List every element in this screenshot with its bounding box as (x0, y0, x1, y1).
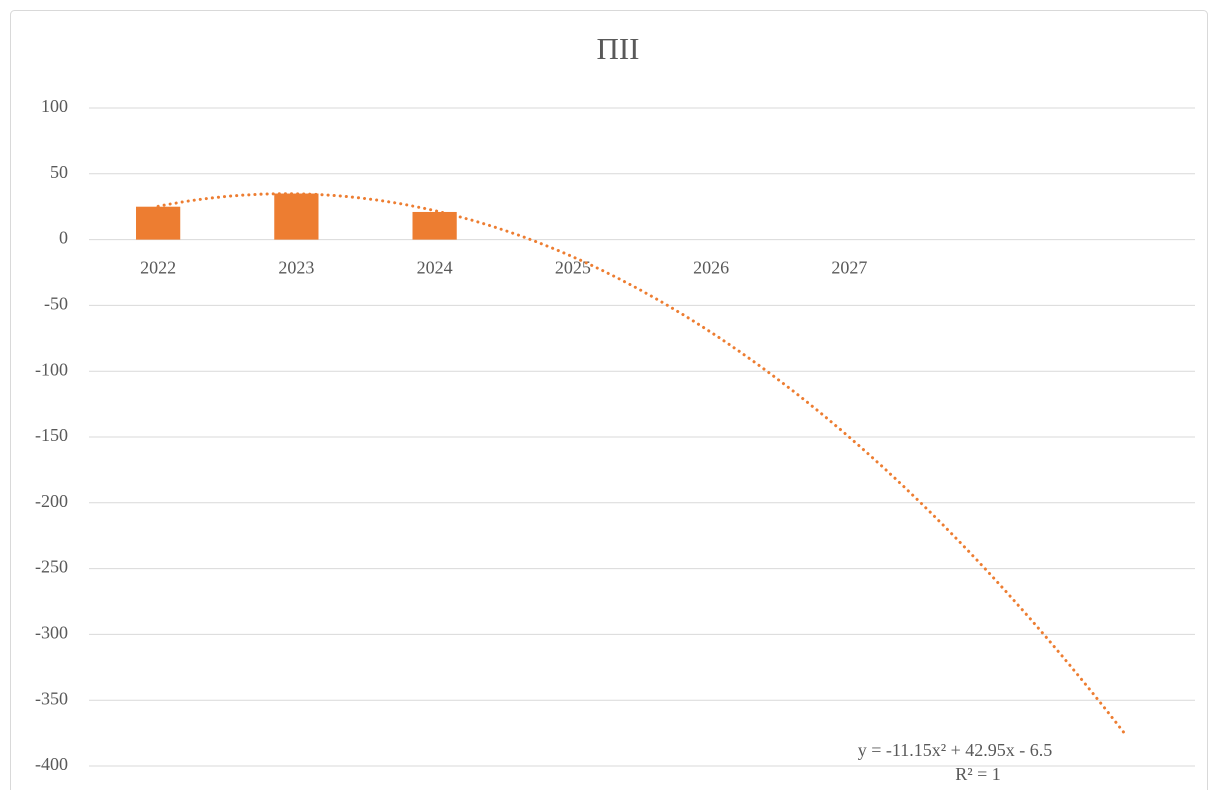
chart-frame (10, 10, 1208, 790)
y-tick-label: -200 (35, 491, 68, 511)
y-tick-label: 0 (59, 228, 68, 248)
y-tick-label: -100 (35, 359, 68, 379)
chart-title: ПІІ (596, 31, 639, 66)
bar (412, 211, 457, 240)
x-tick-label: 2023 (278, 258, 314, 278)
y-tick-label: -300 (35, 623, 68, 643)
y-tick-label: -250 (35, 557, 68, 577)
y-tick-label: -50 (44, 294, 68, 314)
x-tick-label: 2025 (555, 258, 591, 278)
trendline-r-squared: R² = 1 (955, 764, 1001, 784)
bar (136, 206, 181, 240)
y-tick-label: 50 (50, 162, 68, 182)
y-tick-label: -150 (35, 425, 68, 445)
y-tick-label: -350 (35, 688, 68, 708)
y-tick-label: -400 (35, 754, 68, 774)
bar (274, 193, 319, 240)
trendline-equation: y = -11.15x² + 42.95x - 6.5 (858, 740, 1053, 760)
y-tick-label: 100 (41, 96, 68, 116)
x-tick-label: 2026 (693, 258, 729, 278)
x-tick-label: 2027 (831, 258, 867, 278)
x-tick-label: 2022 (140, 258, 176, 278)
x-tick-label: 2024 (417, 258, 453, 278)
trendline (156, 192, 1128, 737)
